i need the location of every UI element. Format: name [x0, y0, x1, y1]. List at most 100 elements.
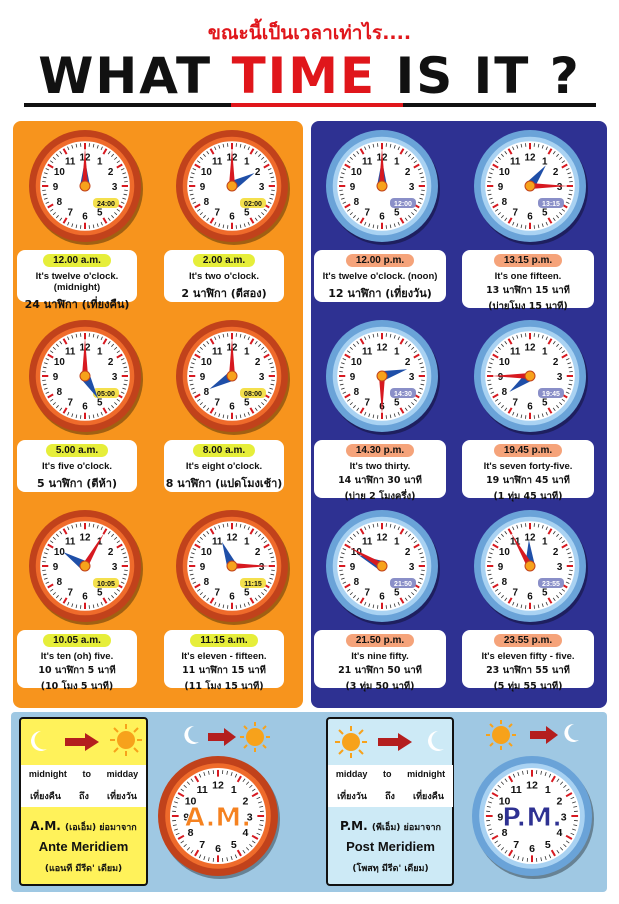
thai-caption: 12 นาฬิกา (เที่ยงวัน): [328, 287, 432, 300]
pm-to: to: [383, 769, 392, 779]
english-caption: It's seven forty-five.: [483, 461, 573, 472]
hour-hand: [380, 369, 408, 381]
svg-text:7: 7: [199, 839, 205, 851]
svg-text:7: 7: [214, 588, 220, 599]
pm-from-th: เที่ยงวัน: [337, 792, 367, 802]
moon-icon: [31, 731, 47, 751]
svg-text:9: 9: [200, 562, 206, 573]
svg-text:3: 3: [247, 811, 253, 823]
header-subtitle: ขณะนี้เป็นเวลาเท่าไร....: [207, 22, 412, 44]
am-abbr-th: (เอเอ็ม) ย่อมาจาก: [65, 823, 137, 833]
svg-text:5: 5: [244, 208, 250, 219]
svg-text:10: 10: [201, 547, 212, 558]
digital-readout: 05:00: [97, 391, 115, 398]
svg-text:3: 3: [409, 182, 415, 193]
svg-text:5: 5: [545, 839, 551, 851]
svg-text:8: 8: [502, 827, 508, 839]
svg-text:6: 6: [82, 212, 88, 223]
pm-until: midnight: [407, 769, 446, 779]
svg-text:10: 10: [201, 357, 212, 368]
svg-text:1: 1: [231, 784, 237, 796]
svg-text:11: 11: [212, 536, 223, 547]
svg-text:11: 11: [510, 156, 521, 167]
thai-caption: 2 นาฬิกา (ตีสอง): [181, 287, 267, 300]
svg-text:2: 2: [255, 167, 261, 178]
svg-text:12: 12: [526, 780, 538, 792]
thai-caption: 24 นาฬิกา (เที่ยงคืน): [24, 298, 130, 311]
svg-text:11: 11: [197, 784, 208, 796]
clock-face-am4: 12345678910111208:00: [176, 320, 290, 435]
english-caption: It's two thirty.: [349, 461, 411, 472]
am-full: Ante Meridiem: [38, 839, 129, 854]
time-caption: 13.15 p.m. It's one fifteen. 13 นาฬิกา 15 …: [462, 250, 594, 312]
svg-text:2: 2: [405, 167, 411, 178]
minute-hand: [530, 183, 568, 189]
svg-text:10: 10: [499, 167, 510, 178]
svg-text:5: 5: [394, 398, 400, 409]
svg-text:9: 9: [497, 811, 503, 823]
svg-text:11: 11: [65, 346, 76, 357]
thai-subcaption: (11 โมง 15 นาที): [184, 681, 264, 692]
svg-text:1: 1: [244, 156, 250, 167]
time-label: 14.30 p.m.: [345, 444, 415, 457]
svg-text:8: 8: [57, 387, 63, 398]
clock-face-pm5: 12345678910111221:50: [326, 510, 440, 625]
svg-text:10: 10: [54, 547, 65, 558]
svg-text:12: 12: [525, 342, 536, 353]
clock-face-pm2: 12345678910111213:15: [474, 130, 588, 245]
svg-text:10: 10: [201, 167, 212, 178]
svg-text:4: 4: [556, 827, 562, 839]
minute-hand: [379, 148, 385, 186]
svg-text:3: 3: [557, 372, 563, 383]
svg-text:4: 4: [242, 827, 248, 839]
svg-text:10: 10: [351, 547, 362, 558]
minute-hand: [82, 533, 104, 568]
am-from-th: เที่ยงคืน: [30, 792, 61, 802]
thai-caption: 14 นาฬิกา 30 นาที: [338, 475, 422, 486]
svg-text:5: 5: [231, 839, 237, 851]
thai-caption: 23 นาฬิกา 55 นาที: [486, 665, 570, 676]
svg-text:9: 9: [53, 182, 59, 193]
english-caption: It's ten (oh) five.: [40, 651, 114, 662]
digital-readout: 12:00: [394, 201, 412, 208]
svg-text:7: 7: [512, 588, 518, 599]
svg-text:5: 5: [394, 208, 400, 219]
clock-face-am2: 12345678910111202:00: [176, 130, 290, 245]
svg-text:2: 2: [108, 357, 114, 368]
digital-readout: 11:15: [244, 581, 262, 588]
svg-text:8: 8: [204, 387, 210, 398]
time-label: 13.15 p.m.: [493, 254, 563, 267]
svg-text:9: 9: [498, 562, 504, 573]
svg-text:7: 7: [512, 208, 518, 219]
english-caption: It's twelve o'clock. (noon): [322, 271, 438, 282]
svg-text:7: 7: [364, 398, 370, 409]
time-caption: 12.00 p.m. It's twelve o'clock. (noon) 12 …: [314, 250, 446, 302]
am-until-th: เที่ยงวัน: [107, 792, 137, 802]
svg-text:2: 2: [553, 167, 559, 178]
svg-text:6: 6: [527, 212, 533, 223]
thai-subcaption: (บ่ายโมง 15 นาที): [488, 301, 568, 312]
big-clock-label: P.M.: [502, 803, 562, 833]
svg-text:7: 7: [214, 398, 220, 409]
svg-text:11: 11: [65, 536, 76, 547]
time-caption: 11.15 a.m. It's eleven - fifteen. 11 นาฬิก…: [164, 630, 284, 692]
svg-text:12: 12: [377, 342, 388, 353]
svg-text:8: 8: [57, 197, 63, 208]
time-caption: 8.00 a.m. It's eight o'clock. 8 นาฬิกา (แป…: [164, 440, 284, 492]
thai-caption: 21 นาฬิกา 50 นาที: [338, 665, 422, 676]
arrow-right-icon: [65, 733, 99, 751]
clock-face-am3: 12345678910111205:00: [29, 320, 143, 435]
svg-text:2: 2: [405, 357, 411, 368]
svg-text:1: 1: [542, 346, 548, 357]
am-abbr: A.M.: [30, 819, 61, 833]
am-to-th: ถึง: [79, 792, 89, 802]
title-time: TIME: [231, 47, 377, 105]
page-title: WHAT TIME IS IT ?: [0, 46, 619, 106]
sun-moon-pm-icons: [486, 720, 579, 750]
english-caption: It's eight o'clock.: [185, 461, 263, 472]
clock-face-pm4: 12345678910111219:45: [474, 320, 588, 435]
